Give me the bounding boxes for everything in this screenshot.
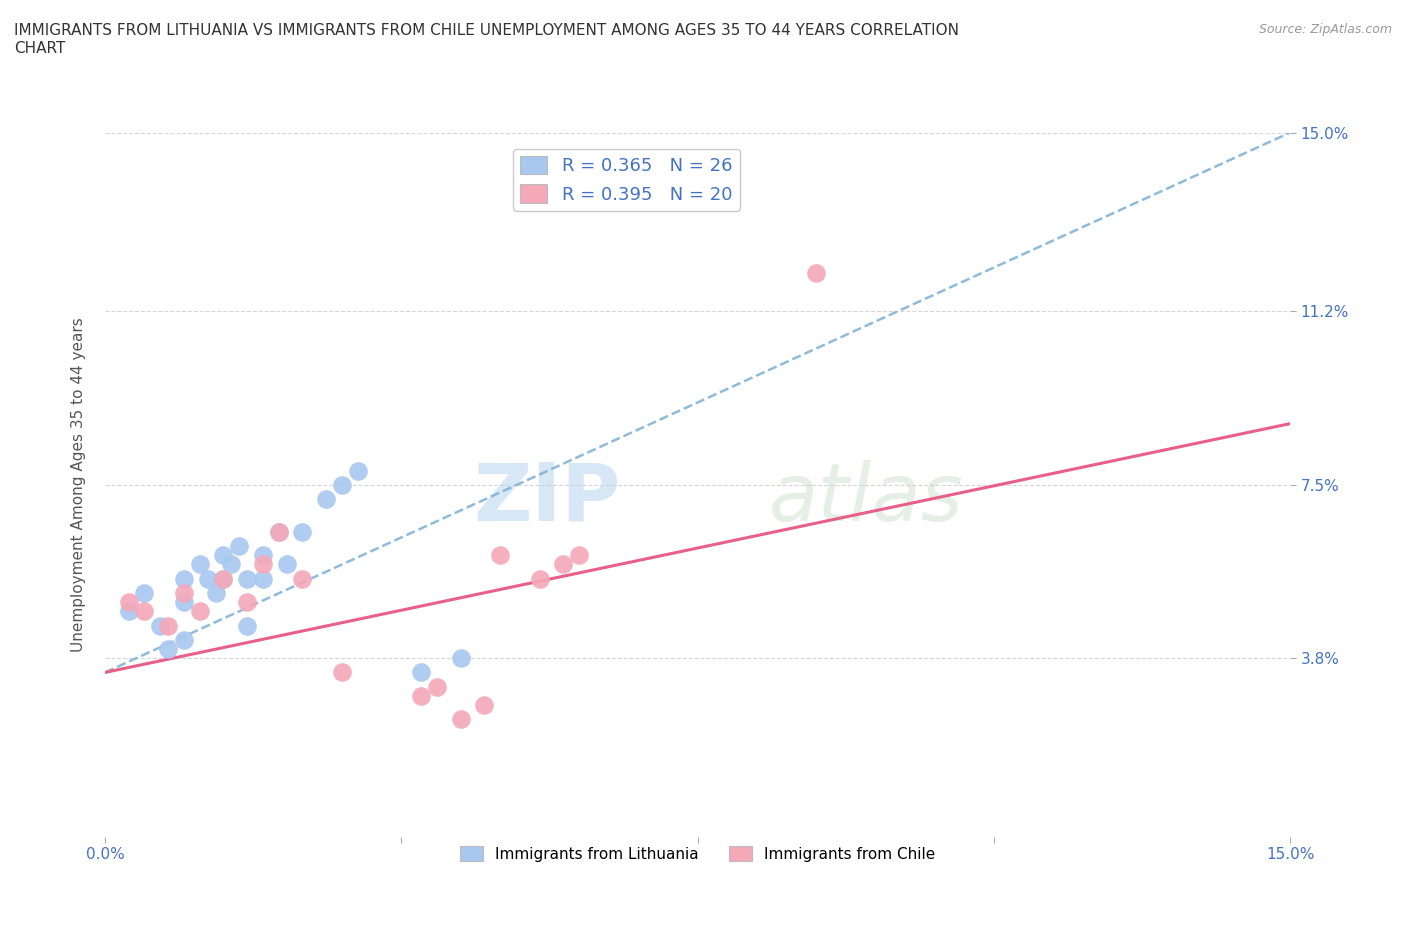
Point [267, 525, 290, 539]
Point [236, 571, 259, 586]
Point [330, 665, 353, 680]
Point [804, 266, 827, 281]
Point [212, 548, 235, 563]
Text: atlas: atlas [769, 459, 963, 538]
Point [450, 712, 472, 727]
Text: ZIP: ZIP [474, 459, 620, 538]
Point [409, 688, 432, 703]
Point [252, 557, 274, 572]
Point [228, 538, 250, 553]
Point [157, 642, 180, 657]
Point [330, 477, 353, 492]
Point [450, 651, 472, 666]
Point [236, 594, 259, 609]
Point [489, 548, 512, 563]
Point [212, 571, 235, 586]
Text: Source: ZipAtlas.com: Source: ZipAtlas.com [1258, 23, 1392, 36]
Point [267, 525, 290, 539]
Point [315, 491, 337, 506]
Point [173, 585, 195, 600]
Point [173, 594, 195, 609]
Point [134, 604, 156, 618]
Point [276, 557, 298, 572]
Point [291, 525, 314, 539]
Point [197, 571, 219, 586]
Point [157, 618, 180, 633]
Point [118, 594, 141, 609]
Point [188, 557, 211, 572]
Point [221, 557, 243, 572]
Point [204, 585, 226, 600]
Text: IMMIGRANTS FROM LITHUANIA VS IMMIGRANTS FROM CHILE UNEMPLOYMENT AMONG AGES 35 TO: IMMIGRANTS FROM LITHUANIA VS IMMIGRANTS … [14, 23, 959, 56]
Point [236, 618, 259, 633]
Y-axis label: Unemployment Among Ages 35 to 44 years: Unemployment Among Ages 35 to 44 years [72, 317, 86, 652]
Point [553, 557, 575, 572]
Point [149, 618, 172, 633]
Point [568, 548, 591, 563]
Point [291, 571, 314, 586]
Point [409, 665, 432, 680]
Point [529, 571, 551, 586]
Point [472, 698, 495, 712]
Point [426, 679, 449, 694]
Point [134, 585, 156, 600]
Point [173, 632, 195, 647]
Point [212, 571, 235, 586]
Point [173, 571, 195, 586]
Point [252, 571, 274, 586]
Point [188, 604, 211, 618]
Point [118, 604, 141, 618]
Point [346, 463, 368, 478]
Legend: Immigrants from Lithuania, Immigrants from Chile: Immigrants from Lithuania, Immigrants fr… [454, 840, 942, 868]
Point [252, 548, 274, 563]
